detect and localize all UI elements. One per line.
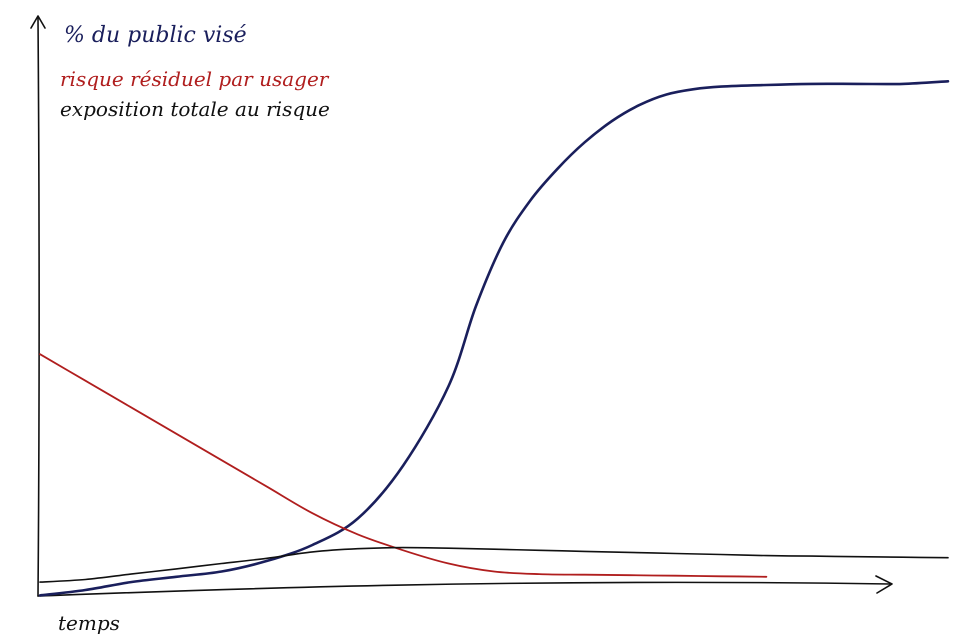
y-axis-arrow (30, 15, 46, 29)
x-axis-label: temps (58, 611, 120, 635)
y-axis-line (37, 17, 40, 597)
x-axis-line (37, 581, 891, 597)
legend: % du public visé risque résiduel par usa… (60, 23, 330, 121)
axes (30, 15, 893, 597)
x-axis-arrow (875, 575, 893, 594)
series-line-risque-residuel (39, 353, 768, 578)
legend-entry-exposition-totale: exposition totale au risque (60, 97, 330, 121)
series-group (38, 80, 950, 597)
series-line-exposition-totale (39, 546, 949, 583)
series-line-public-vise (38, 80, 950, 597)
legend-entry-risque-residuel: risque résiduel par usager (60, 67, 330, 91)
legend-entry-public-vise: % du public visé (64, 23, 247, 48)
